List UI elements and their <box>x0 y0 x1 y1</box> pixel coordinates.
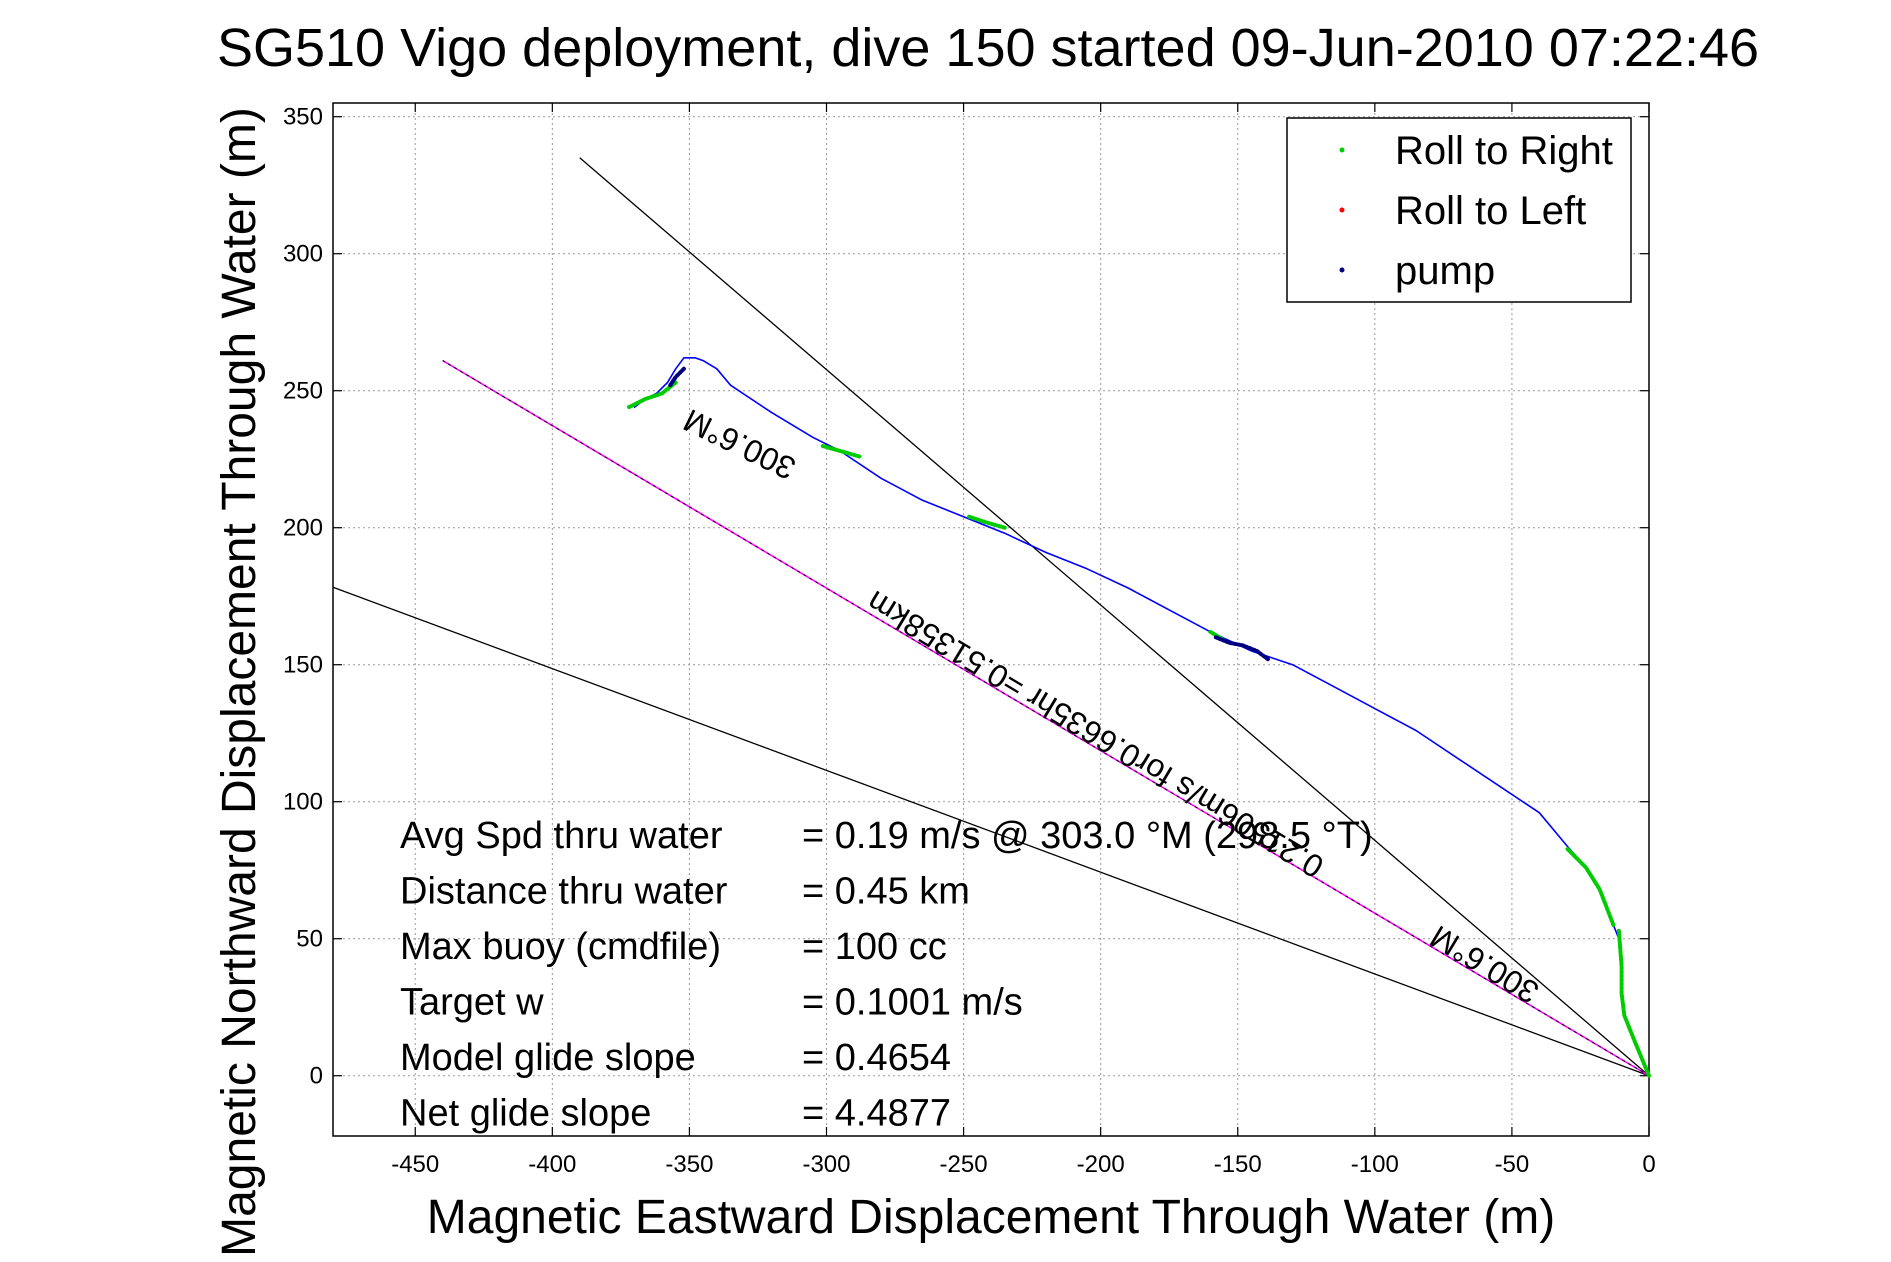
stats-box: Avg Spd thru water = 0.19 m/s @ 303.0 °M … <box>400 815 1373 1135</box>
annotations: 300.6°M0.21506m/s for0.6635hr =0.51358km… <box>678 402 1545 1011</box>
grid <box>333 103 1649 1136</box>
legend-marker <box>1339 267 1345 273</box>
legend-entry: Roll to Right <box>1395 129 1613 173</box>
x-tick-label: -50 <box>1495 1151 1530 1178</box>
stat-value: = 100 cc <box>802 926 947 968</box>
chart-title: SG510 Vigo deployment, dive 150 started … <box>217 18 1759 78</box>
legend: Roll to Right Roll to Left pump <box>1286 117 1632 303</box>
heading-line-2 <box>579 157 1650 1077</box>
stat-label: Model glide slope <box>400 1037 696 1079</box>
stat-value: = 0.1001 m/s <box>802 982 1023 1024</box>
x-tick-label: -300 <box>802 1151 850 1178</box>
target-line-dash <box>442 360 1650 1077</box>
stat-value: = 0.19 m/s @ 303.0 °M (298.5 °T) <box>802 815 1373 857</box>
x-axis-label: Magnetic Eastward Displacement Through W… <box>427 1191 1555 1244</box>
y-tick-label: 150 <box>283 652 323 679</box>
pump-segment <box>668 366 686 388</box>
x-tick-label: 0 <box>1642 1151 1655 1178</box>
y-tick-label: 250 <box>283 378 323 405</box>
series <box>627 356 1651 1078</box>
line-annotation: 300.6°M <box>1424 918 1545 1010</box>
y-axis: 0 50 100 150 200 250 300 350 <box>283 104 1649 1090</box>
stat-value: = 4.4877 <box>802 1093 951 1135</box>
y-tick-label: 350 <box>283 104 323 131</box>
heading-line-1 <box>332 586 1650 1077</box>
x-tick-label: -400 <box>528 1151 576 1178</box>
x-tick-label: -350 <box>665 1151 713 1178</box>
x-tick-label: -100 <box>1351 1151 1399 1178</box>
stat-value: = 0.4654 <box>802 1037 951 1079</box>
stat-label: Net glide slope <box>400 1093 651 1135</box>
y-tick-label: 0 <box>310 1063 323 1090</box>
roll-right-segment <box>627 380 678 410</box>
stat-label: Distance thru water <box>400 871 728 913</box>
reference-lines <box>332 157 1650 1077</box>
plot-frame <box>332 102 1650 1137</box>
x-axis: -450 -400 -350 -300 -250 -200 -150 -100 -50 0 <box>391 103 1656 1178</box>
x-tick-label: -450 <box>391 1151 439 1178</box>
x-tick-label: -150 <box>1214 1151 1262 1178</box>
y-axis-label: Magnetic Northward Displacement Through … <box>213 107 266 1257</box>
y-tick-label: 200 <box>283 515 323 542</box>
stat-label: Max buoy (cmdfile) <box>400 926 721 968</box>
roll-right-segment <box>967 514 1007 530</box>
x-tick-label: -200 <box>1077 1151 1125 1178</box>
roll-right-segment <box>1564 846 1616 927</box>
roll-right-segment <box>1616 928 1651 1078</box>
pump-segment <box>1213 635 1270 662</box>
x-tick-label: -250 <box>940 1151 988 1178</box>
legend-entry: pump <box>1395 249 1495 293</box>
y-tick-label: 50 <box>296 926 323 953</box>
stat-label: Target w <box>400 982 544 1024</box>
stat-label: Avg Spd thru water <box>400 815 723 857</box>
y-tick-label: 100 <box>283 789 323 816</box>
stat-value: = 0.45 km <box>802 871 970 913</box>
legend-marker <box>1339 147 1345 153</box>
y-tick-label: 300 <box>283 241 323 268</box>
line-annotation: 300.6°M <box>678 402 801 487</box>
legend-marker <box>1339 207 1345 213</box>
roll-right-segment <box>819 443 862 459</box>
legend-entry: Roll to Left <box>1395 189 1586 233</box>
